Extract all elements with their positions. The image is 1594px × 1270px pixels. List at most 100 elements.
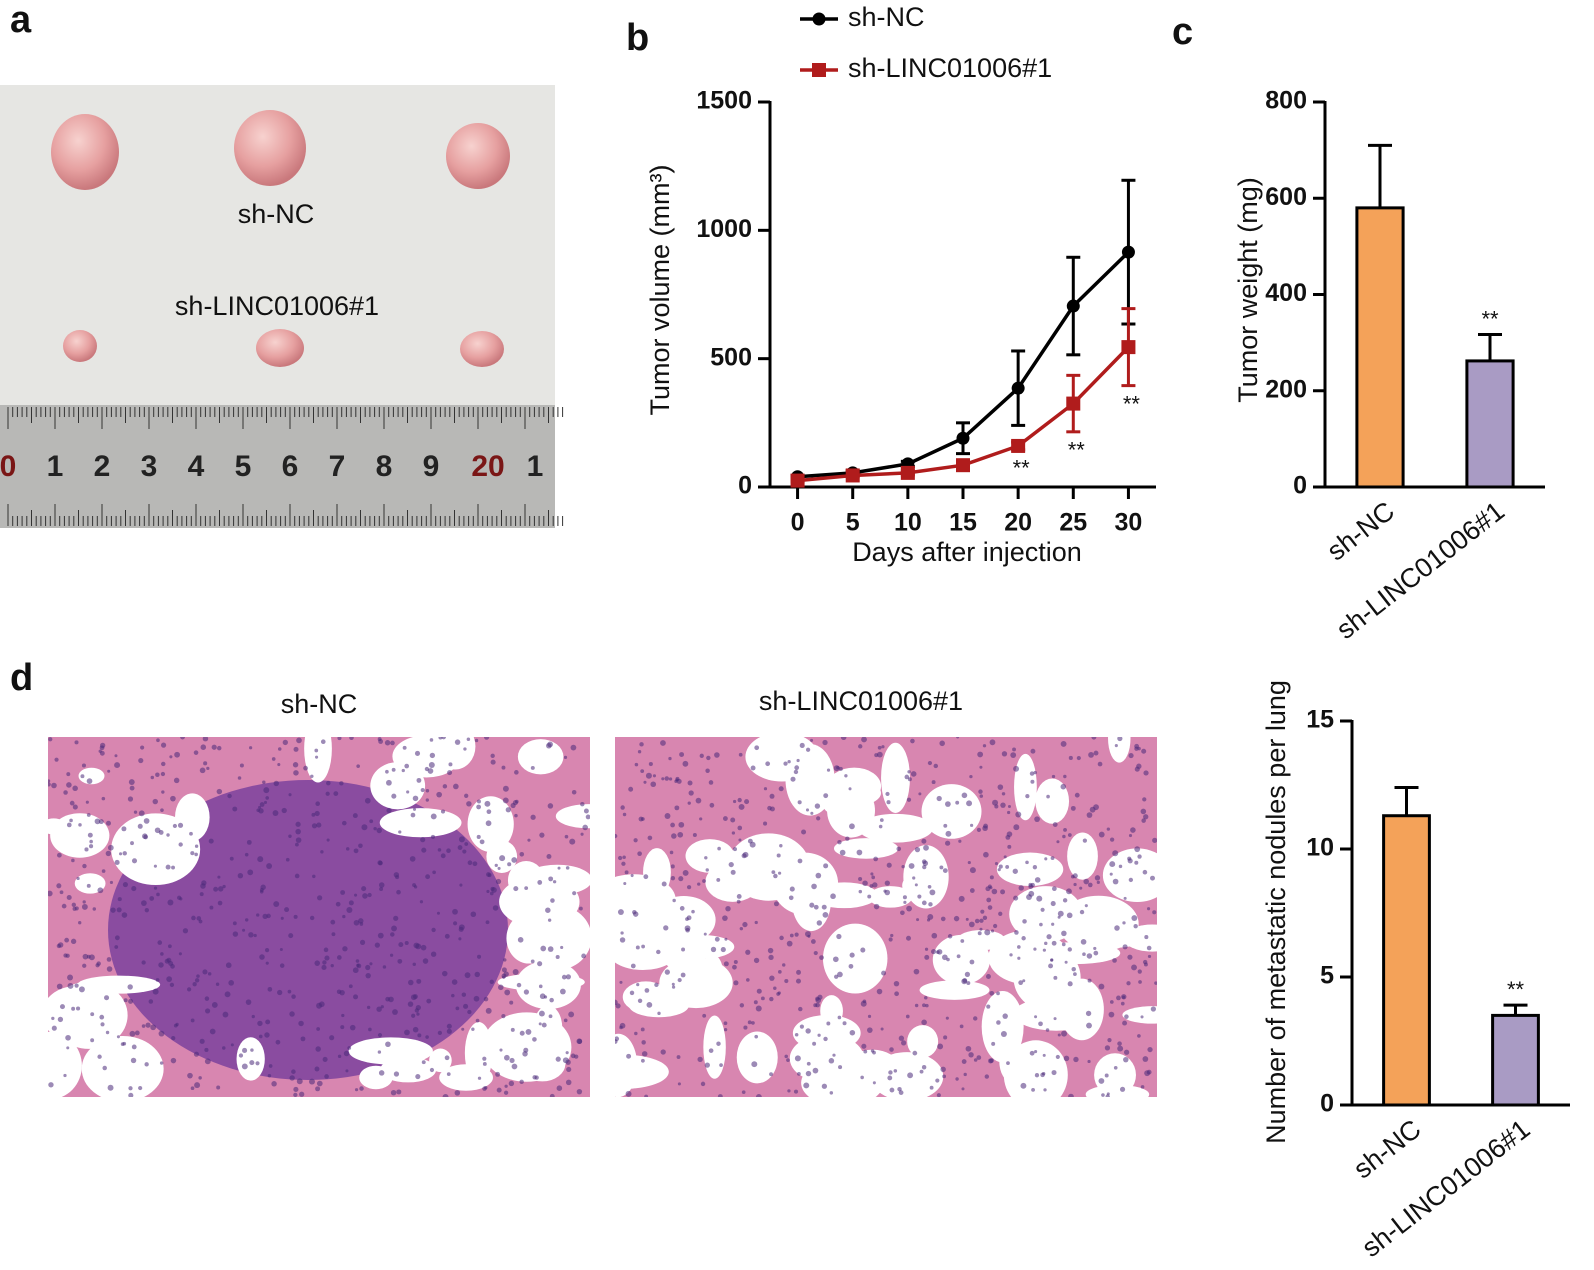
nucleus (486, 872, 491, 877)
nucleus (204, 1047, 209, 1053)
nucleus (779, 935, 784, 941)
nucleus (359, 922, 364, 926)
nucleus (1147, 1046, 1153, 1053)
nucleus (409, 856, 416, 862)
nucleus (816, 920, 822, 926)
nucleus (546, 742, 552, 749)
nucleus (402, 745, 407, 750)
nucleus (257, 1020, 263, 1027)
nucleus (1146, 945, 1152, 951)
nucleus (784, 978, 789, 984)
nucleus (345, 1069, 349, 1073)
nucleus (196, 974, 200, 978)
nucleus (358, 843, 363, 849)
nucleus (1086, 812, 1093, 818)
nucleus (160, 808, 164, 812)
nucleus (459, 883, 463, 887)
nucleus (293, 1086, 299, 1092)
nucleus (86, 813, 91, 817)
nucleus (1055, 1054, 1060, 1060)
nucleus (1137, 1034, 1141, 1038)
nucleus (246, 839, 252, 845)
nucleus (937, 1043, 944, 1050)
nucleus (728, 861, 734, 868)
nucleus (347, 1046, 352, 1050)
nucleus (153, 886, 158, 890)
nucleus (906, 935, 911, 941)
nucleus (1063, 828, 1067, 832)
alveolus (838, 1077, 885, 1097)
nucleus (1002, 1013, 1008, 1019)
nucleus (537, 880, 543, 885)
alveolus (736, 1031, 778, 1084)
nucleus (472, 861, 478, 867)
nucleus (324, 1074, 329, 1079)
nucleus (906, 905, 912, 912)
nucleus (78, 921, 82, 925)
nucleus (82, 963, 87, 968)
nucleus (879, 818, 884, 822)
nucleus (293, 770, 299, 776)
alveolus (236, 1037, 265, 1081)
nucleus (1030, 748, 1036, 754)
nucleus (813, 950, 818, 956)
point (956, 458, 970, 473)
nucleus (294, 873, 300, 879)
nucleus (872, 882, 878, 888)
nucleus (1119, 1086, 1126, 1092)
nucleus (444, 1055, 450, 1061)
alveolus (1108, 737, 1131, 763)
y-tick-label: 10 (1306, 834, 1334, 862)
nucleus (174, 751, 180, 758)
nucleus (193, 750, 199, 755)
nucleus (138, 810, 145, 817)
nucleus (202, 969, 208, 975)
nucleus (745, 949, 751, 955)
alveolus (643, 848, 671, 897)
alveolus (439, 1064, 493, 1091)
nucleus (490, 753, 495, 758)
nucleus (244, 852, 249, 857)
nucleus (144, 908, 149, 913)
nucleus (110, 907, 116, 913)
nucleus (1073, 882, 1077, 887)
nucleus (420, 787, 425, 793)
nucleus (778, 786, 784, 792)
legend-label: sh-NC (848, 2, 925, 32)
nucleus (1131, 964, 1137, 971)
nucleus (565, 974, 571, 980)
nucleus (158, 1030, 165, 1037)
nucleus (90, 1038, 95, 1043)
nucleus (862, 999, 867, 1004)
nucleus (547, 918, 552, 922)
alveolus (821, 784, 852, 815)
nucleus (315, 755, 319, 759)
nucleus (805, 747, 811, 752)
nucleus (315, 1086, 321, 1092)
ruler (0, 405, 555, 528)
nucleus (458, 836, 465, 843)
nucleus (473, 995, 480, 1002)
nucleus (365, 972, 371, 979)
nucleus (1150, 875, 1155, 881)
nucleus (317, 895, 323, 901)
nucleus (643, 780, 647, 784)
nucleus (974, 918, 980, 924)
alveolus (429, 1048, 452, 1073)
nucleus (969, 867, 976, 874)
nucleus (805, 808, 810, 812)
nucleus (1052, 886, 1057, 892)
nucleus (903, 900, 907, 904)
nucleus (104, 995, 110, 1001)
nucleus (654, 982, 659, 987)
nucleus (389, 953, 394, 957)
nucleus (425, 798, 429, 802)
nucleus (1137, 854, 1142, 859)
nucleus (779, 844, 783, 848)
nucleus (340, 890, 346, 895)
nucleus (697, 882, 701, 886)
y-tick-label: 0 (1293, 472, 1307, 500)
nucleus (1053, 1017, 1057, 1021)
nucleus (1010, 752, 1017, 758)
nucleus (914, 1003, 919, 1008)
